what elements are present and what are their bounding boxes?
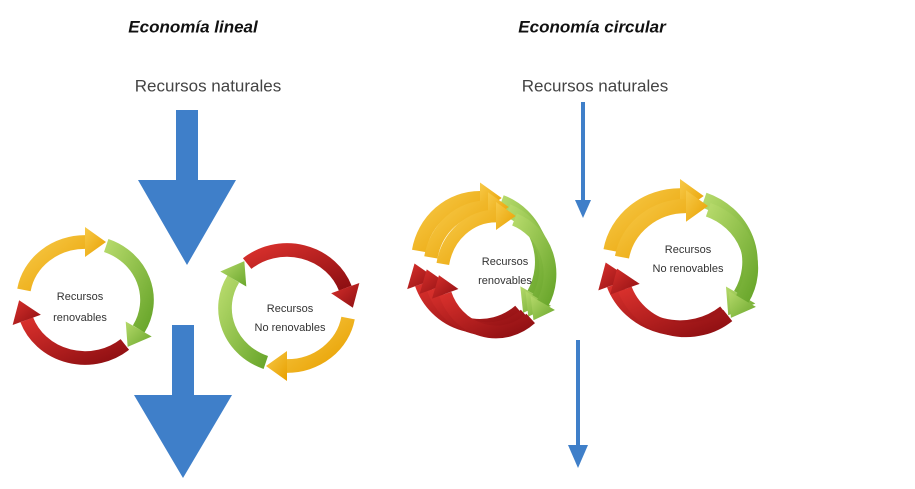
cycle-label: renovables <box>478 275 532 287</box>
source-label: Recursos naturales <box>135 76 281 95</box>
cycle-arrow <box>27 320 125 358</box>
cycle-arrow <box>247 250 345 288</box>
cycle-arrow <box>225 279 266 363</box>
arrow-head <box>85 227 106 257</box>
section-title: Economía circular <box>518 17 667 36</box>
arrow-head <box>266 351 287 381</box>
section-title: Economía lineal <box>128 17 259 36</box>
cycle-arrow <box>106 245 147 329</box>
cycle-label: Recursos <box>482 256 529 268</box>
cycle-arrow <box>24 242 85 290</box>
cycle-label: Recursos <box>267 303 314 315</box>
cycle-label: renovables <box>53 312 107 324</box>
source-label: Recursos naturales <box>522 76 668 95</box>
cycle-label: Recursos <box>665 244 712 256</box>
cycle-label: No renovables <box>653 263 724 275</box>
cycle-label: No renovables <box>255 322 326 334</box>
cycle-label: Recursos <box>57 291 104 303</box>
flow-arrow <box>568 102 591 468</box>
diagram: Economía lineal Economía circular Recurs… <box>0 0 915 489</box>
cycles <box>13 179 756 381</box>
